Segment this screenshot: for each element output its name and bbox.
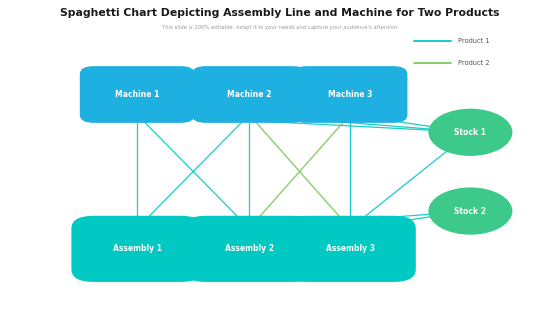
FancyBboxPatch shape (292, 66, 408, 123)
FancyBboxPatch shape (284, 216, 416, 282)
Text: Assembly 1: Assembly 1 (113, 244, 162, 253)
Text: Product 2: Product 2 (458, 60, 489, 66)
Text: Stock 2: Stock 2 (454, 207, 487, 215)
Text: Spaghetti Chart Depicting Assembly Line and Machine for Two Products: Spaghetti Chart Depicting Assembly Line … (60, 8, 500, 18)
Text: Product 1: Product 1 (458, 38, 489, 44)
Text: Machine 2: Machine 2 (227, 90, 272, 99)
Circle shape (428, 187, 512, 235)
FancyBboxPatch shape (80, 66, 195, 123)
Text: Machine 1: Machine 1 (115, 90, 160, 99)
Text: Machine 3: Machine 3 (328, 90, 372, 99)
Text: Stock 1: Stock 1 (454, 128, 487, 137)
FancyBboxPatch shape (71, 216, 203, 282)
FancyBboxPatch shape (192, 66, 306, 123)
Text: This slide is 100% editable. Adapt it to your needs and capture your audience's : This slide is 100% editable. Adapt it to… (161, 25, 399, 30)
Text: Assembly 2: Assembly 2 (225, 244, 274, 253)
Circle shape (428, 109, 512, 156)
Text: Assembly 3: Assembly 3 (325, 244, 375, 253)
FancyBboxPatch shape (184, 216, 315, 282)
